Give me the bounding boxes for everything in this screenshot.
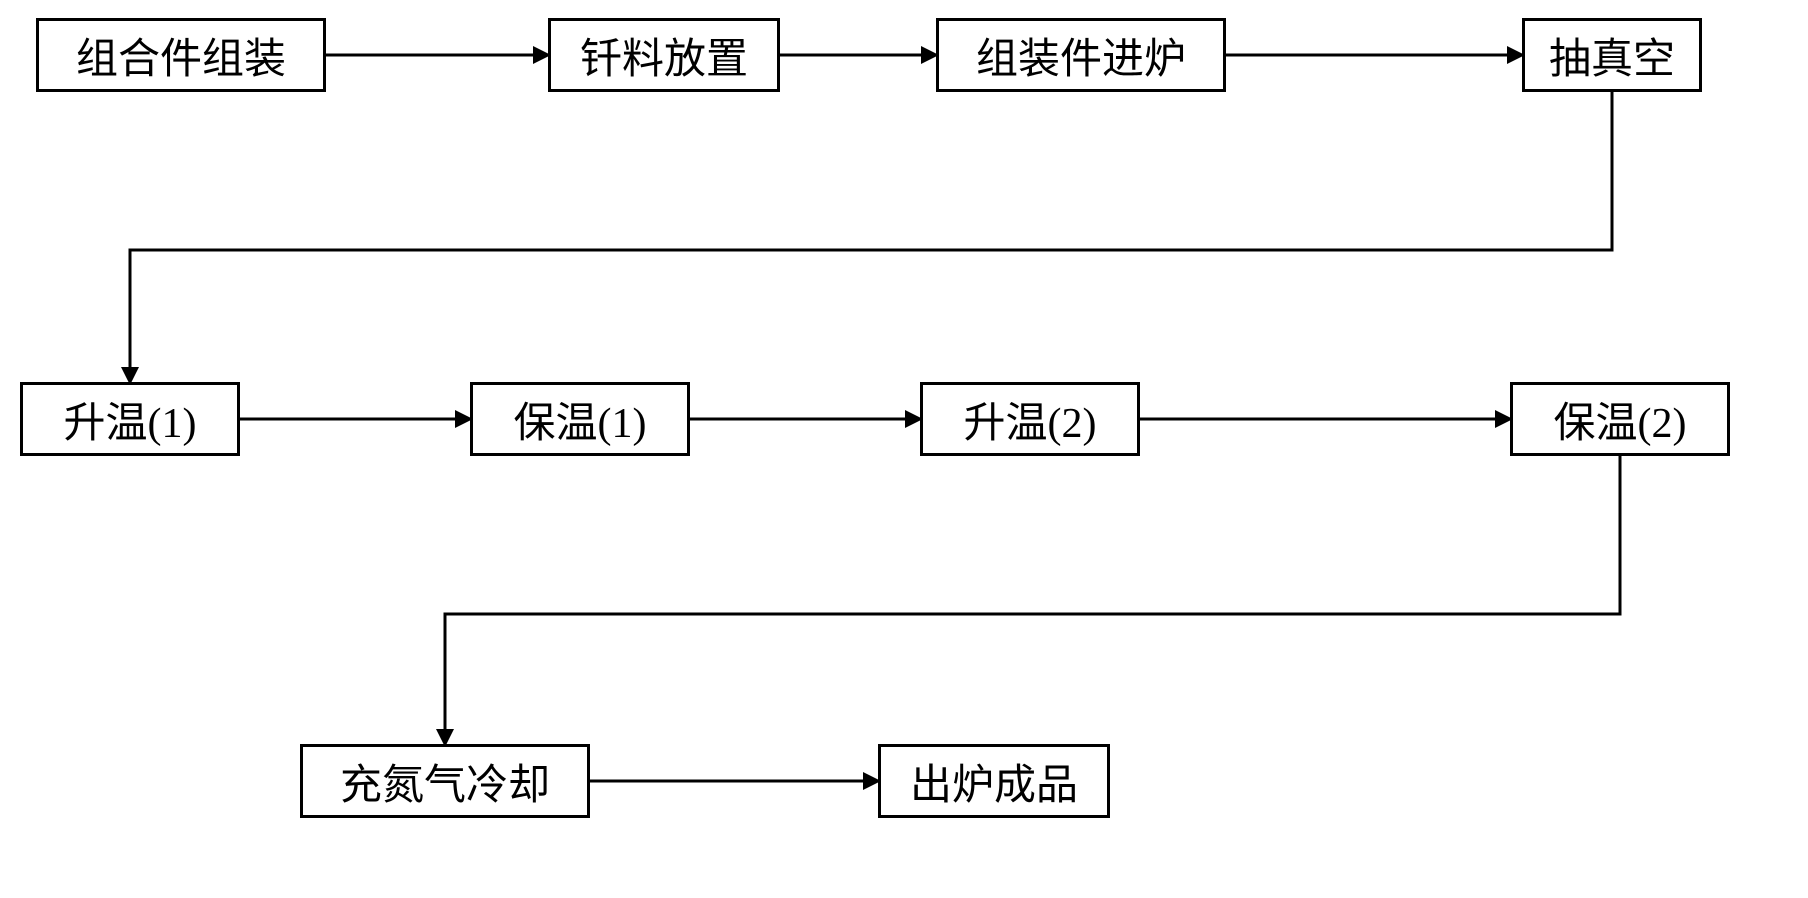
flowchart-node-n9: 充氮气冷却 bbox=[300, 744, 590, 818]
flowchart-node-label: 升温(1) bbox=[64, 389, 197, 450]
flowchart-node-label: 保温(2) bbox=[1554, 389, 1687, 450]
flowchart-node-n8: 保温(2) bbox=[1510, 382, 1730, 456]
flowchart-node-n3: 组装件进炉 bbox=[936, 18, 1226, 92]
flowchart-node-label: 出炉成品 bbox=[910, 751, 1078, 812]
flowchart-node-n7: 升温(2) bbox=[920, 382, 1140, 456]
flowchart-node-n5: 升温(1) bbox=[20, 382, 240, 456]
flowchart-edge-n4-n5 bbox=[130, 92, 1612, 382]
flowchart-node-label: 钎料放置 bbox=[580, 25, 748, 86]
flowchart-node-n4: 抽真空 bbox=[1522, 18, 1702, 92]
flowchart-node-label: 抽真空 bbox=[1549, 25, 1675, 86]
flowchart-node-n1: 组合件组装 bbox=[36, 18, 326, 92]
flowchart-edge-n8-n9 bbox=[445, 456, 1620, 744]
flowchart-node-label: 组合件组装 bbox=[76, 25, 286, 86]
flowchart-node-n6: 保温(1) bbox=[470, 382, 690, 456]
flowchart-node-label: 组装件进炉 bbox=[976, 25, 1186, 86]
flowchart-node-n10: 出炉成品 bbox=[878, 744, 1110, 818]
flowchart-node-label: 充氮气冷却 bbox=[340, 751, 550, 812]
flowchart-node-label: 升温(2) bbox=[964, 389, 1097, 450]
flowchart-node-n2: 钎料放置 bbox=[548, 18, 780, 92]
flowchart-node-label: 保温(1) bbox=[514, 389, 647, 450]
